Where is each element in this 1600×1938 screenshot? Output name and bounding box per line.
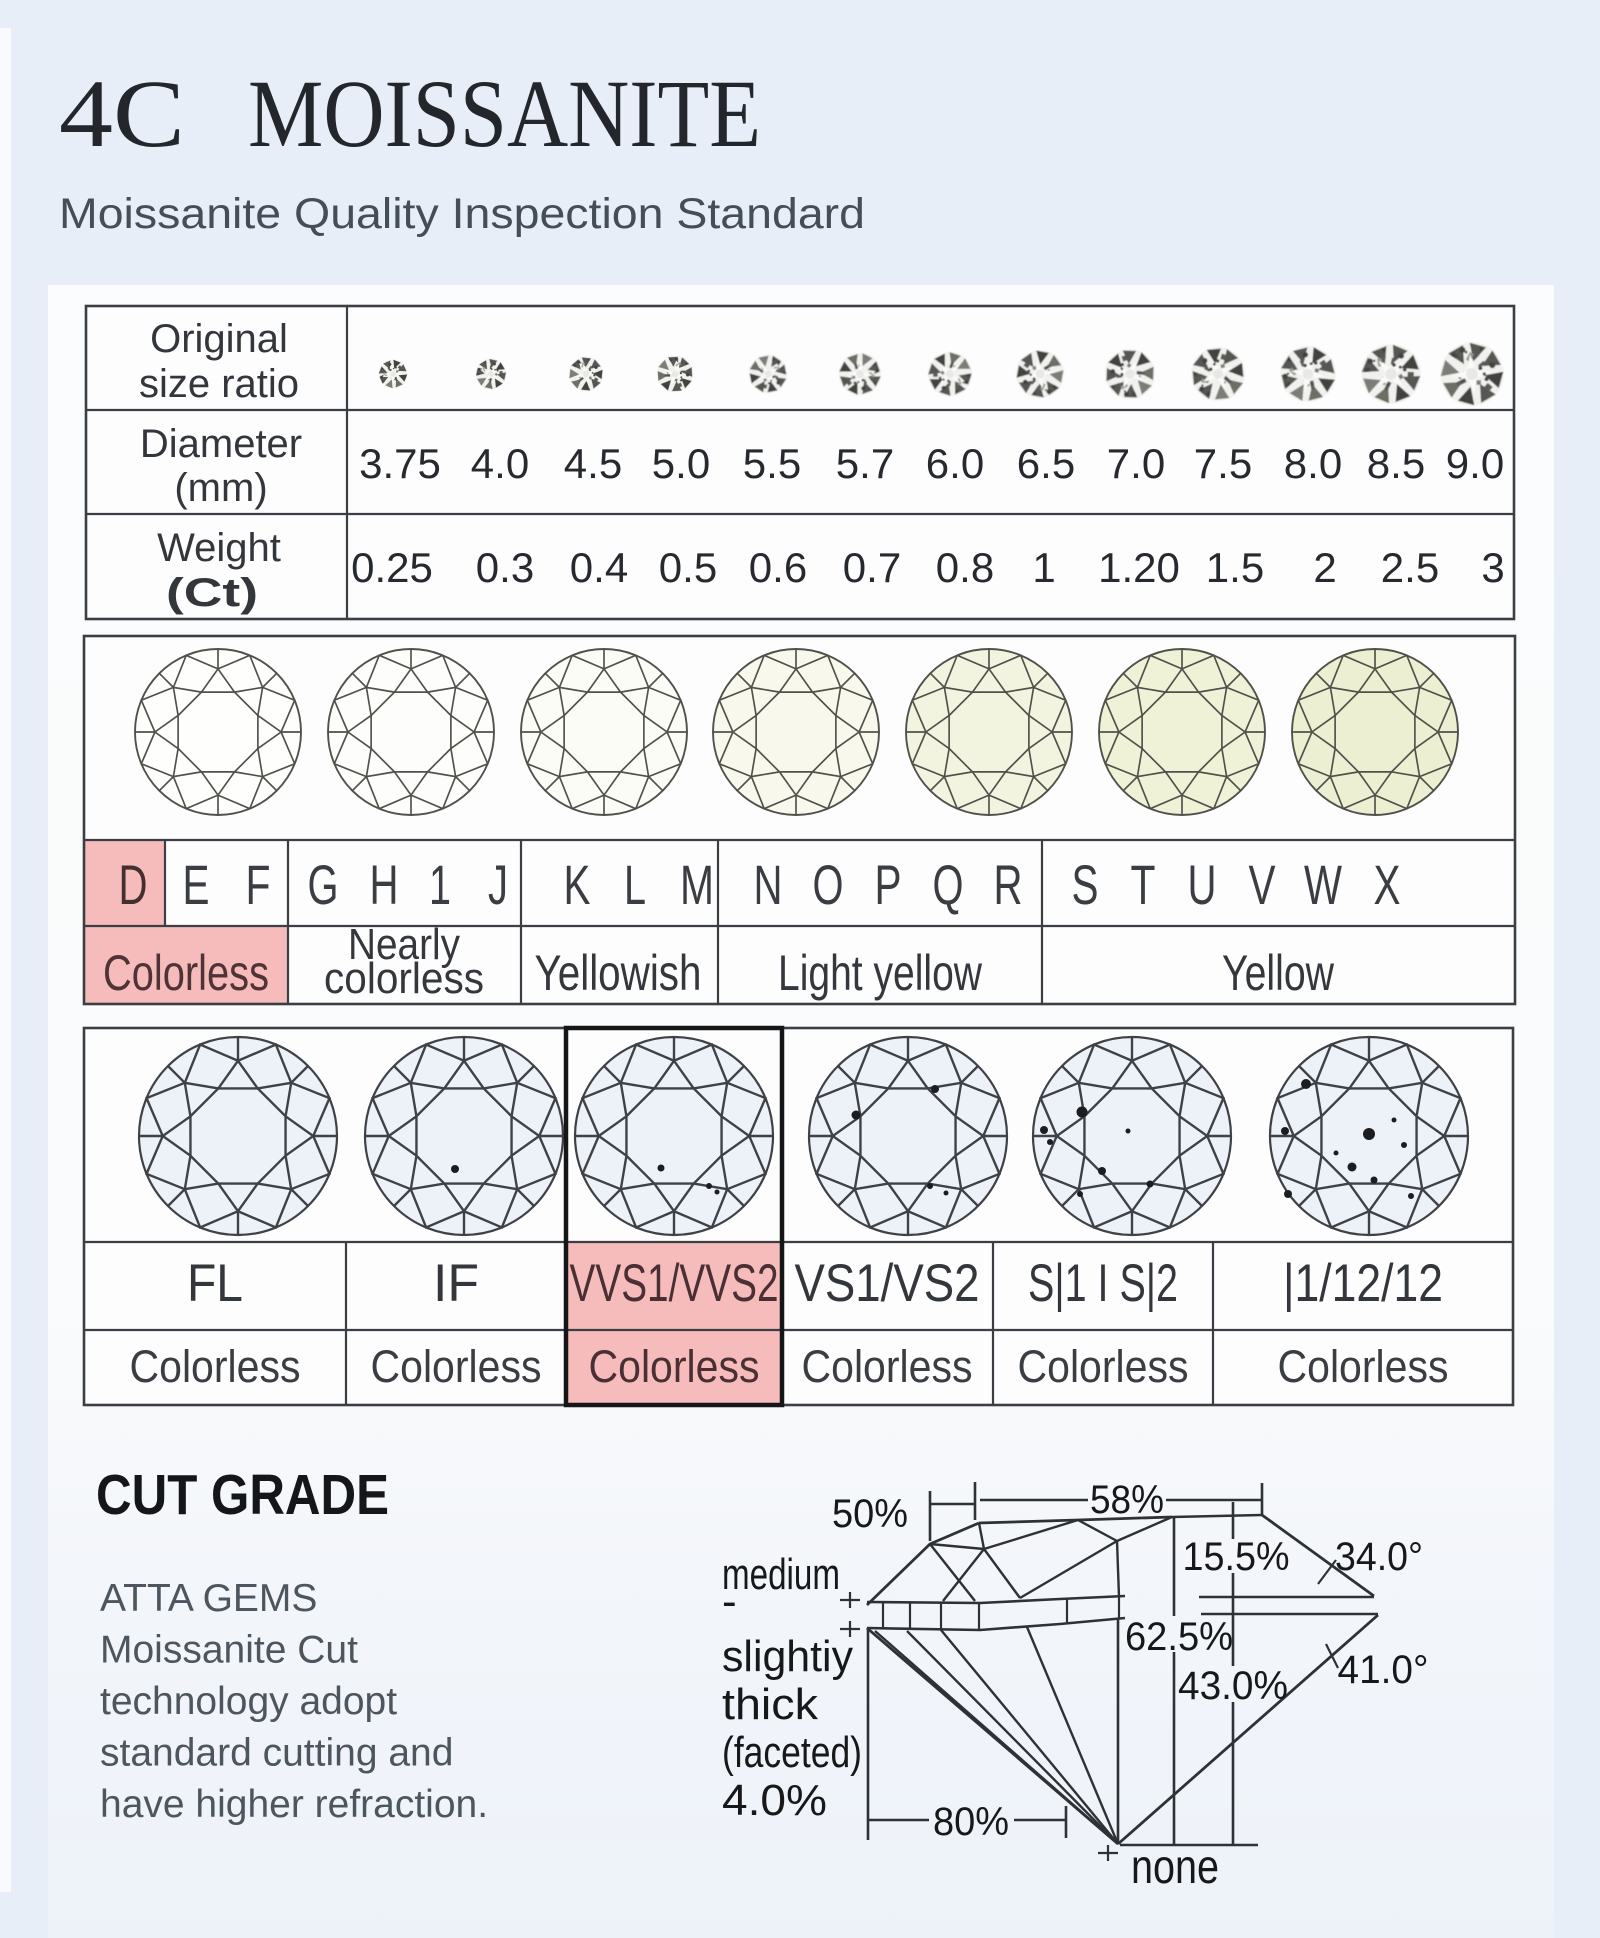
svg-text:medium: medium <box>722 1550 840 1599</box>
svg-text:R: R <box>994 853 1023 916</box>
svg-text:1: 1 <box>1032 544 1055 591</box>
svg-text:0.7: 0.7 <box>843 544 901 591</box>
svg-text:J: J <box>488 853 508 916</box>
svg-text:L: L <box>624 853 646 916</box>
svg-text:H: H <box>370 853 399 916</box>
svg-text:S|1 I S|2: S|1 I S|2 <box>1028 1254 1178 1313</box>
svg-text:size ratio: size ratio <box>139 362 299 406</box>
svg-text:7.0: 7.0 <box>1107 440 1165 487</box>
svg-text:1: 1 <box>429 853 451 916</box>
svg-text:1.20: 1.20 <box>1098 544 1180 591</box>
svg-text:Original: Original <box>150 317 288 361</box>
svg-text:62.5%: 62.5% <box>1125 1615 1233 1659</box>
svg-text:|1/12/12: |1/12/12 <box>1283 1254 1443 1313</box>
svg-text:9.0: 9.0 <box>1446 440 1504 487</box>
svg-text:3.75: 3.75 <box>359 440 441 487</box>
svg-text:IF: IF <box>433 1254 479 1313</box>
svg-text:4.0: 4.0 <box>471 440 529 487</box>
svg-text:Q: Q <box>933 853 964 916</box>
svg-text:VS1/VS2: VS1/VS2 <box>795 1254 980 1313</box>
svg-text:0.4: 0.4 <box>570 544 628 591</box>
svg-text:Diameter: Diameter <box>140 422 302 466</box>
svg-text:41.0°: 41.0° <box>1338 1648 1429 1692</box>
svg-text:5.5: 5.5 <box>743 440 801 487</box>
svg-text:80%: 80% <box>933 1800 1009 1844</box>
svg-text:V: V <box>1249 853 1276 916</box>
svg-text:slightiy: slightiy <box>722 1632 853 1681</box>
svg-text:U: U <box>1188 853 1217 916</box>
svg-text:6.5: 6.5 <box>1017 440 1075 487</box>
svg-text:ATTA GEMS: ATTA GEMS <box>100 1577 317 1620</box>
svg-text:Colorless: Colorless <box>130 1341 301 1392</box>
svg-text:E: E <box>183 853 210 916</box>
svg-text:0.6: 0.6 <box>749 544 807 591</box>
svg-text:6.0: 6.0 <box>926 440 984 487</box>
svg-text:4.0%: 4.0% <box>722 1776 827 1825</box>
svg-text:Yellowish: Yellowish <box>535 945 702 1001</box>
svg-text:O: O <box>813 853 844 916</box>
svg-text:0.8: 0.8 <box>936 544 994 591</box>
svg-text:50%: 50% <box>832 1492 908 1536</box>
svg-text:Colorless: Colorless <box>802 1341 973 1392</box>
svg-text:3: 3 <box>1481 544 1504 591</box>
svg-text:VVS1/VVS2: VVS1/VVS2 <box>570 1254 779 1313</box>
svg-text:D: D <box>119 853 148 916</box>
svg-text:Moissanite Cut: Moissanite Cut <box>100 1629 358 1672</box>
svg-text:15.5%: 15.5% <box>1183 1535 1290 1579</box>
svg-text:Weight: Weight <box>157 526 281 570</box>
svg-text:MOISSANITE: MOISSANITE <box>248 60 761 167</box>
svg-text:2.5: 2.5 <box>1381 544 1439 591</box>
svg-text:0.5: 0.5 <box>659 544 717 591</box>
svg-text:4.5: 4.5 <box>564 440 622 487</box>
svg-text:5.0: 5.0 <box>652 440 710 487</box>
svg-text:1.5: 1.5 <box>1206 544 1264 591</box>
svg-text:G: G <box>308 853 339 916</box>
svg-text:X: X <box>1374 853 1401 916</box>
svg-text:colorless: colorless <box>324 954 484 1003</box>
svg-text:M: M <box>680 853 714 916</box>
svg-text:8.5: 8.5 <box>1367 440 1425 487</box>
svg-text:N: N <box>754 853 783 916</box>
svg-text:Light yellow: Light yellow <box>778 945 983 1001</box>
svg-text:S: S <box>1072 853 1099 916</box>
svg-text:have higher refraction.: have higher refraction. <box>100 1783 488 1826</box>
svg-text:4C: 4C <box>59 60 185 167</box>
svg-text:P: P <box>875 853 902 916</box>
svg-text:58%: 58% <box>1090 1478 1164 1522</box>
svg-text:0.25: 0.25 <box>351 544 433 591</box>
svg-text:Colorless: Colorless <box>1278 1341 1449 1392</box>
svg-text:T: T <box>1131 853 1156 916</box>
svg-text:technology adopt: technology adopt <box>100 1680 397 1723</box>
svg-text:Yellow: Yellow <box>1222 945 1335 1001</box>
svg-text:standard cutting and: standard cutting and <box>100 1732 453 1775</box>
svg-text:thick: thick <box>722 1680 819 1729</box>
svg-text:Colorless: Colorless <box>103 945 269 1001</box>
svg-text:CUT GRADE: CUT GRADE <box>96 1463 389 1527</box>
svg-text:5.7: 5.7 <box>836 440 894 487</box>
svg-text:K: K <box>564 853 591 916</box>
svg-text:F: F <box>246 853 271 916</box>
svg-text:none: none <box>1131 1841 1219 1894</box>
svg-text:43.0%: 43.0% <box>1178 1664 1288 1708</box>
svg-text:34.0°: 34.0° <box>1335 1535 1423 1579</box>
svg-text:Nearly: Nearly <box>348 920 460 969</box>
svg-text:W: W <box>1304 853 1342 916</box>
svg-text:Moissanite Quality Inspection: Moissanite Quality Inspection Standard <box>59 190 865 238</box>
svg-text:2: 2 <box>1313 544 1336 591</box>
svg-text:Colorless: Colorless <box>589 1341 760 1392</box>
svg-text:0.3: 0.3 <box>476 544 534 591</box>
svg-text:(Ct): (Ct) <box>166 571 258 615</box>
svg-text:(mm): (mm) <box>174 466 267 510</box>
svg-text:-: - <box>722 1577 737 1626</box>
svg-text:Colorless: Colorless <box>1018 1341 1189 1392</box>
svg-text:7.5: 7.5 <box>1194 440 1252 487</box>
svg-text:(faceted): (faceted) <box>722 1728 862 1777</box>
svg-text:Colorless: Colorless <box>371 1341 542 1392</box>
svg-text:FL: FL <box>187 1254 243 1313</box>
svg-text:8.0: 8.0 <box>1284 440 1342 487</box>
